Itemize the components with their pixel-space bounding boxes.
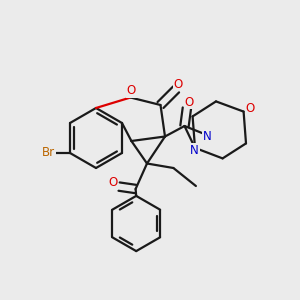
Text: O: O [108,176,117,190]
Text: N: N [203,130,212,143]
Text: Br: Br [42,146,55,160]
Text: O: O [127,84,136,98]
Text: O: O [174,77,183,91]
Text: O: O [185,95,194,109]
Text: N: N [190,144,199,157]
Text: O: O [246,101,255,115]
